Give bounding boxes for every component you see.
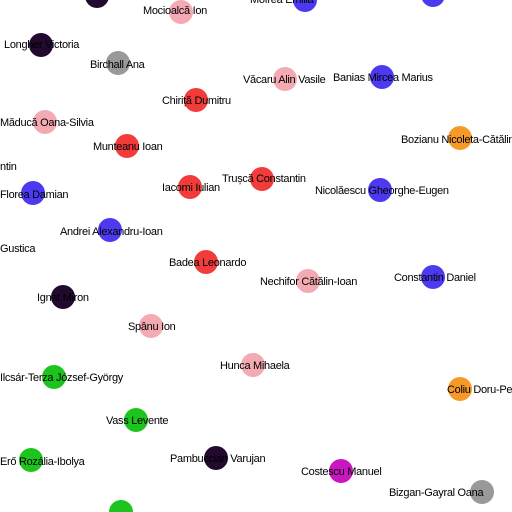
node-label-nechifor-catalin-ioan: Nechifor Cătălin-Ioan — [260, 276, 357, 288]
node-label-constantin-daniel: Constantin Daniel — [394, 272, 476, 284]
graph-node: Iacomi Iulian — [162, 175, 220, 199]
node-label-badea-leonardo: Badea Leonardo — [169, 257, 246, 269]
node-label-vacaru-alin-vasile: Văcaru Alin Vasile — [243, 74, 326, 86]
node-circle-trusca-constantin — [250, 167, 274, 191]
graph-node: Ilcsár-Terza József-György — [0, 365, 124, 389]
node-label-banias-mircea-marius: Banias Mircea Marius — [333, 72, 434, 84]
node-label-trusca-constantin: Trușcă Constantin — [222, 173, 306, 185]
node-label-florea-damian: Florea Damian — [0, 189, 68, 201]
node-label-ero-rozalia-ibolya: Erő Rozália-Ibolya — [0, 456, 86, 468]
node-circle-maduca-oana-silvia — [33, 110, 57, 134]
node-label-munteanu-ioan: Munteanu Ioan — [93, 141, 163, 153]
graph-node: Hunca Mihaela — [220, 353, 291, 377]
graph-node: Birchall Ana — [90, 51, 146, 75]
node-label-hunca-mihaela: Hunca Mihaela — [220, 360, 291, 372]
graph-node: Costescu Manuel — [301, 459, 382, 483]
graph-node: Bozianu Nicoleta-Cătălina — [401, 126, 512, 150]
node-label-maduca-oana-silvia: Măducă Oana-Silvia — [0, 117, 95, 129]
graph-node: Spânu Ion — [128, 314, 176, 338]
node-label-nicolaescu-gheorghe-eugen: Nicolăescu Gheorghe-Eugen — [315, 185, 449, 197]
graph-node: Badea Leonardo — [169, 250, 247, 274]
node-label-andrei-alexandru-ioan: Andrei Alexandru-Ioan — [60, 226, 163, 238]
node-circle-vass-levente — [124, 408, 148, 432]
graph-node: Ignat Miron — [37, 285, 89, 309]
node-circle-andrei-alexandru-ioan — [98, 218, 122, 242]
node-label-vass-levente: Vass Levente — [106, 415, 168, 427]
node-circle-ilcsar-terza-jozsef-gyorgy — [42, 365, 66, 389]
graph-node: Mofrea Emilia — [250, 0, 317, 12]
node-circle-bizgan-gayral-oana — [470, 480, 494, 504]
node-label-bizgan-gayral-oana: Bizgan-Gayral Oana — [389, 487, 484, 499]
node-circle-munteanu-ioan — [115, 134, 139, 158]
graph-node: Constantin Daniel — [394, 265, 476, 289]
node-label-pambuccian-varujan: Pambuccian Varujan — [170, 453, 265, 465]
node-circle-hunca-mihaela — [241, 353, 265, 377]
node-circle-badea-leonardo — [194, 250, 218, 274]
graph-node: Banias Mircea Marius — [333, 65, 434, 89]
graph-node: Gustica — [0, 243, 37, 255]
node-circle-iacomi-iulian — [178, 175, 202, 199]
graph-node: Nechifor Cătălin-Ioan — [260, 269, 358, 293]
node-label-ilcsar-terza-jozsef-gyorgy: Ilcsár-Terza József-György — [0, 372, 124, 384]
node-circle-costescu-manuel — [329, 459, 353, 483]
node-label-longher-victoria: Longher Victoria — [4, 39, 80, 51]
node-circle-node-3 — [422, 0, 444, 7]
node-circle-ignat-miron — [51, 285, 75, 309]
node-circle-birchall-ana — [106, 51, 130, 75]
graph-node: Longher Victoria — [4, 33, 81, 57]
node-circle-node-32 — [109, 500, 133, 512]
graph-node: Chiriță Dumitru — [162, 88, 231, 112]
graph-node: Nicolăescu Gheorghe-Eugen — [315, 178, 449, 202]
graph-node: Măducă Oana-Silvia — [0, 110, 95, 134]
node-circle-vacaru-alin-vasile — [273, 67, 297, 91]
graph-node: Andrei Alexandru-Ioan — [60, 218, 163, 242]
graph-node: Văcaru Alin Vasile — [243, 67, 326, 91]
node-label-gustica: Gustica — [0, 243, 36, 255]
graph-node: Florea Damian — [0, 181, 69, 205]
graph-node: Vass Levente — [106, 408, 169, 432]
graph-node — [422, 0, 444, 7]
node-label-ntin: ntin — [0, 161, 17, 173]
node-label-ignat-miron: Ignat Miron — [37, 292, 89, 304]
node-label-spanu-ion: Spânu Ion — [128, 321, 176, 333]
graph-node: Erő Rozália-Ibolya — [0, 448, 86, 472]
graph-node: Mocioalcă Ion — [143, 0, 207, 24]
node-circle-nechifor-catalin-ioan — [296, 269, 320, 293]
node-circle-mocioalca-ion — [169, 0, 193, 24]
graph-node: Pambuccian Varujan — [170, 446, 266, 470]
node-label-costescu-manuel: Costescu Manuel — [301, 466, 382, 478]
node-label-bozianu-nicoleta-catalina: Bozianu Nicoleta-Cătălina — [401, 134, 512, 146]
graph-node — [109, 500, 133, 512]
node-label-mocioalca-ion: Mocioalcă Ion — [143, 5, 207, 17]
graph-node — [85, 0, 109, 8]
node-circle-spanu-ion — [139, 314, 163, 338]
node-circle-coliu-doru-petru — [448, 377, 472, 401]
node-circle-florea-damian — [21, 181, 45, 205]
graph-node: Coliu Doru-Petru — [447, 377, 512, 401]
node-circle-nicolaescu-gheorghe-eugen — [368, 178, 392, 202]
graph-node: Munteanu Ioan — [93, 134, 163, 158]
node-circle-mofrea-emilia — [293, 0, 317, 12]
node-circle-ero-rozalia-ibolya — [19, 448, 43, 472]
node-label-chirita-dumitru: Chiriță Dumitru — [162, 95, 231, 107]
graph-node: Bizgan-Gayral Oana — [389, 480, 494, 504]
node-circle-bozianu-nicoleta-catalina — [448, 126, 472, 150]
graph-node: Trușcă Constantin — [222, 167, 306, 191]
node-label-birchall-ana: Birchall Ana — [90, 59, 146, 71]
node-label-mofrea-emilia: Mofrea Emilia — [250, 0, 315, 6]
node-circle-longher-victoria — [29, 33, 53, 57]
graph-node: ntin — [0, 161, 17, 173]
node-label-coliu-doru-petru: Coliu Doru-Petru — [447, 384, 512, 396]
node-circle-banias-mircea-marius — [370, 65, 394, 89]
node-circle-node-0 — [85, 0, 109, 8]
node-circle-pambuccian-varujan — [204, 446, 228, 470]
node-label-iacomi-iulian: Iacomi Iulian — [162, 182, 220, 194]
node-circle-constantin-daniel — [421, 265, 445, 289]
node-circle-chirita-dumitru — [184, 88, 208, 112]
